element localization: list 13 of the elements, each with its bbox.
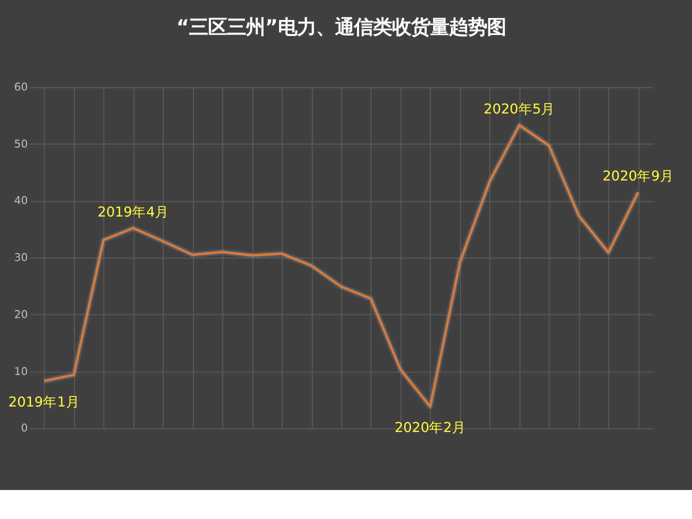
y-tick-label: 60 (14, 80, 28, 94)
y-tick-label: 40 (14, 194, 28, 208)
annotation: 2019年4月 (98, 204, 169, 220)
chart-title: “三区三州”电力、通信类收货量趋势图 (176, 16, 506, 38)
y-tick-label: 20 (14, 308, 28, 321)
annotation: 2020年9月 (602, 168, 674, 185)
annotation: 2020年5月 (484, 102, 556, 118)
y-tick-label: 30 (14, 251, 28, 264)
annotation: 2020年2月 (394, 420, 466, 436)
y-tick-label: 0 (20, 422, 28, 435)
annotation: 2019年1月 (8, 394, 80, 410)
y-tick-label: 10 (14, 364, 28, 378)
y-tick-label: 50 (14, 137, 28, 150)
